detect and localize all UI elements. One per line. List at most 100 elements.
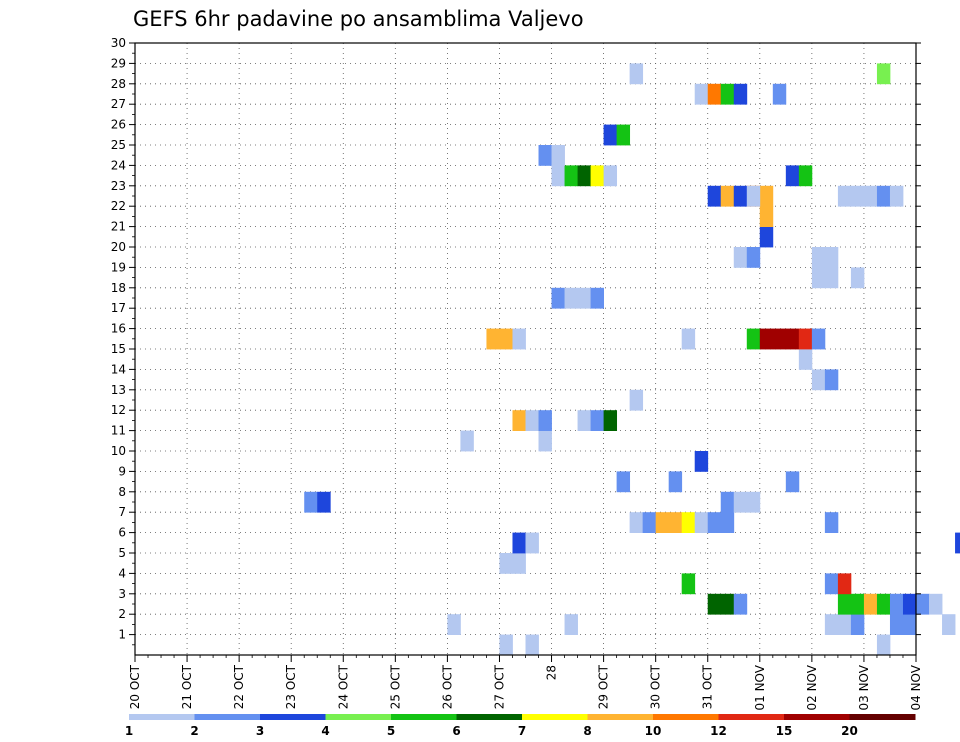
y-tick-label: 29 — [111, 56, 126, 70]
y-tick-label: 26 — [111, 118, 126, 132]
y-tick-label: 18 — [111, 281, 126, 295]
precip-cell — [902, 593, 917, 615]
precip-cell — [759, 328, 774, 350]
precip-cell — [837, 614, 852, 635]
y-tick-label: 27 — [111, 97, 126, 111]
precip-cell — [564, 287, 578, 309]
precip-cell — [538, 430, 552, 452]
precip-cell — [538, 145, 552, 166]
y-tick-label: 2 — [118, 607, 126, 621]
precip-cell — [824, 247, 839, 268]
y-tick-label: 24 — [111, 158, 126, 172]
precip-cell — [486, 328, 500, 350]
legend-label: 1 — [125, 724, 133, 738]
precip-cell — [629, 63, 644, 85]
precip-cell — [603, 410, 618, 431]
precip-cell — [525, 410, 539, 431]
precip-cell — [707, 593, 722, 615]
x-tick-label: 26 OCT — [440, 664, 454, 709]
precip-cell — [694, 451, 709, 472]
precip-cell — [746, 328, 761, 350]
legend-swatch — [129, 714, 195, 720]
precip-cell — [798, 349, 813, 370]
precip-cell — [564, 165, 578, 187]
precip-cell — [824, 512, 839, 533]
precip-cell — [850, 267, 865, 289]
precip-cell — [850, 185, 865, 207]
precip-cell — [942, 614, 956, 635]
x-tick-label: 29 OCT — [597, 664, 611, 709]
precip-cell — [655, 512, 670, 533]
cells-layer — [304, 63, 960, 656]
precip-cell — [512, 328, 526, 350]
legend-label: 7 — [518, 724, 526, 738]
precip-cell — [824, 614, 839, 635]
x-tick-label: 21 OCT — [180, 664, 194, 709]
precip-cell — [629, 389, 644, 411]
precip-cell — [889, 593, 904, 615]
y-tick-label: 19 — [111, 260, 126, 274]
y-tick-label: 10 — [111, 444, 126, 458]
precip-cell — [785, 328, 800, 350]
precip-cell — [733, 247, 748, 268]
precip-cell — [876, 634, 891, 656]
precip-cell — [929, 593, 943, 615]
legend-swatch — [194, 714, 261, 720]
precip-cell — [460, 430, 474, 452]
x-tick-label: 28 — [545, 665, 559, 680]
precip-cell — [707, 185, 722, 207]
y-tick-label: 9 — [118, 464, 126, 478]
y-tick-label: 7 — [118, 505, 126, 519]
precip-cell — [603, 124, 618, 146]
precip-cell — [304, 491, 318, 513]
y-tick-label: 17 — [111, 301, 126, 315]
precip-cell — [668, 512, 683, 533]
precip-cell — [564, 614, 578, 635]
precip-cell — [785, 165, 800, 187]
precip-cell — [577, 165, 591, 187]
precip-cell — [720, 491, 735, 513]
precip-cell — [512, 553, 526, 574]
legend-swatch — [391, 714, 457, 720]
y-tick-label: 4 — [118, 566, 126, 580]
precip-cell — [499, 328, 513, 350]
precip-cell — [863, 185, 878, 207]
y-tick-label: 25 — [111, 138, 126, 152]
precip-cell — [824, 369, 839, 391]
precip-cell — [876, 185, 891, 207]
precip-cell — [447, 614, 461, 635]
precip-cell — [720, 83, 735, 105]
legend-swatch — [849, 714, 916, 720]
y-tick-label: 1 — [118, 628, 126, 642]
y-tick-label: 30 — [111, 36, 126, 50]
precip-cell — [863, 593, 878, 615]
precip-cell — [889, 185, 904, 207]
precip-cell — [759, 226, 774, 248]
precip-cell — [603, 165, 618, 187]
precip-cell — [551, 145, 565, 166]
precip-cell — [824, 573, 839, 595]
y-tick-label: 28 — [111, 77, 126, 91]
legend-label: 5 — [387, 724, 395, 738]
x-tick-label: 24 OCT — [336, 664, 350, 709]
y-tick-label: 12 — [111, 403, 126, 417]
y-tick-label: 15 — [111, 342, 126, 356]
legend-swatch — [653, 714, 719, 720]
precip-cell — [798, 165, 813, 187]
precip-cell — [733, 185, 748, 207]
precip-cell — [317, 491, 331, 513]
precip-cell — [512, 410, 526, 431]
precip-cell — [733, 83, 748, 105]
precip-cell — [759, 206, 774, 227]
chart-title: GEFS 6hr padavine po ansamblima Valjevo — [133, 7, 584, 31]
precip-cell — [707, 512, 722, 533]
precip-cell — [811, 267, 826, 289]
x-tick-label: 20 OCT — [128, 664, 142, 709]
legend-swatch — [587, 714, 654, 720]
precip-cell — [916, 593, 930, 615]
precip-cell — [707, 83, 722, 105]
x-tick-label: 23 OCT — [284, 664, 298, 709]
y-tick-label: 20 — [111, 240, 126, 254]
precip-cell — [811, 369, 826, 391]
precip-cell — [681, 512, 696, 533]
